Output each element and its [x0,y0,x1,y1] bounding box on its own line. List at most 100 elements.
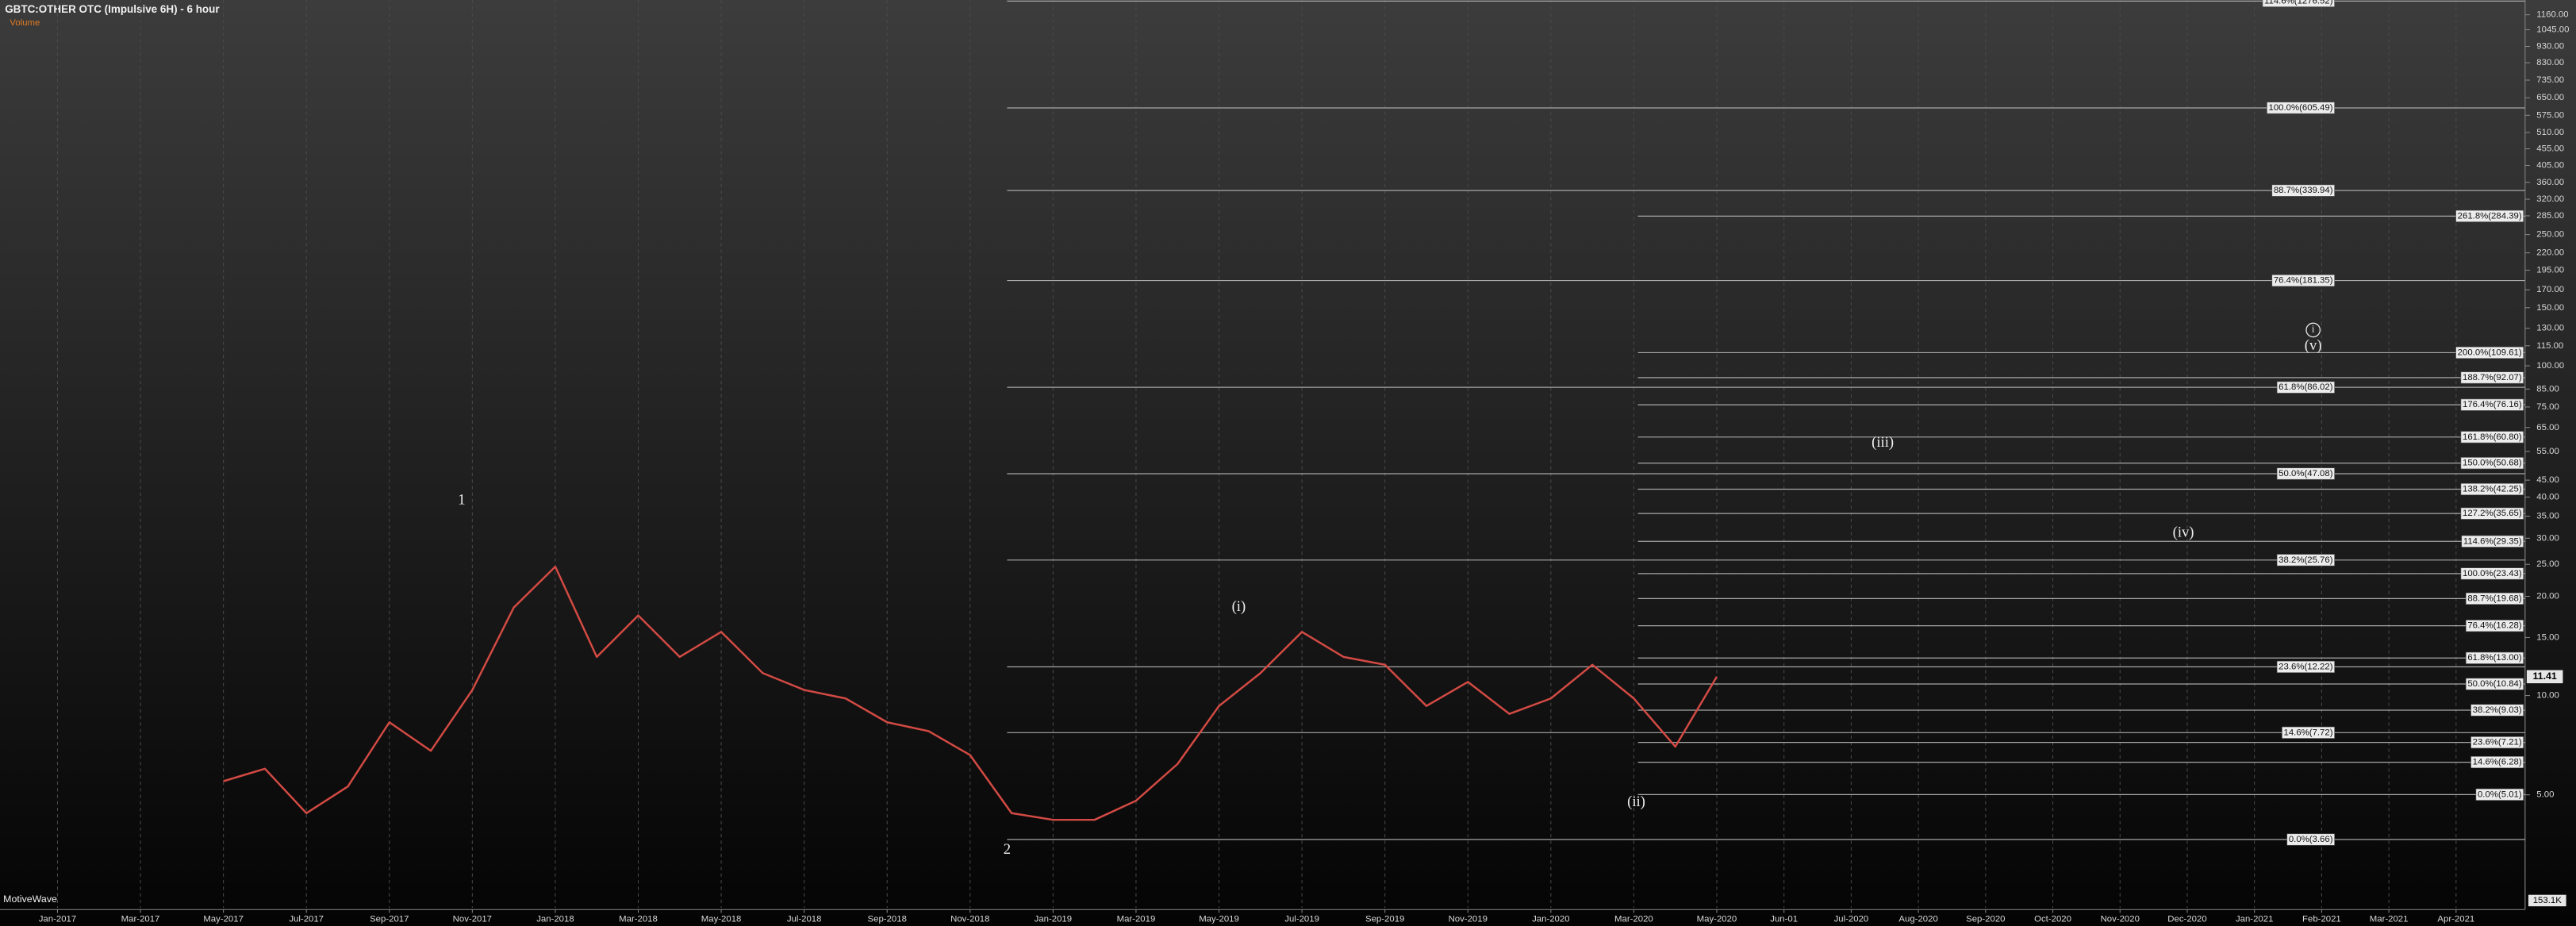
y-tick-label: 510.00 [2536,128,2564,137]
y-tick-label: 285.00 [2536,211,2564,221]
fib-label-box [2271,275,2335,287]
fib-level-label: 14.6%(6.28) [2473,758,2522,767]
fib-level-label: 161.8%(60.80) [2463,432,2522,442]
wave-label: (ii) [1627,793,1645,810]
wave-label: 1 [458,491,465,508]
y-tick-label: 930.00 [2536,42,2564,52]
fib-label-box [2460,482,2524,496]
y-tick-label: 320.00 [2536,194,2564,204]
fib-level-label: 23.6%(7.21) [2473,738,2522,747]
x-tick-label: Nov-2018 [950,915,989,924]
fib-label-box [2475,788,2524,801]
y-tick-label: 170.00 [2536,285,2564,294]
fib-label-box [2276,467,2335,480]
x-tick-label: Jan-2021 [2236,915,2273,924]
y-tick-label: 575.00 [2536,110,2564,120]
x-tick-label: Mar-2017 [121,915,160,924]
y-tick-label: 10.00 [2536,691,2559,701]
fib-level-label: 38.2%(9.03) [2473,705,2522,715]
fib-level-label: 114.6%(1276.52) [2264,0,2333,6]
fib-label-box [2465,620,2524,632]
fib-label-box [2460,398,2524,411]
fib-level-label: 76.4%(181.35) [2274,276,2333,286]
y-tick-label: 55.00 [2536,447,2559,456]
fib-level-label: 100.0%(23.43) [2463,569,2522,578]
y-tick-label: 65.00 [2536,423,2559,432]
last-price-label: 11.41 [2532,670,2556,682]
watermark: MotiveWave [3,893,57,905]
x-tick-label: Aug-2020 [1898,915,1937,924]
fib-level-label: 0.0%(3.66) [2289,835,2333,844]
y-tick-label: 735.00 [2536,75,2564,85]
y-tick-label: 195.00 [2536,265,2564,275]
y-tick-label: 130.00 [2536,324,2564,333]
fib-level-label: 61.8%(13.00) [2467,653,2522,663]
fib-level-label: 127.2%(35.65) [2463,509,2522,518]
fib-label-box [2470,756,2524,769]
fib-label-box [2461,535,2524,548]
fib-label-box [2460,371,2524,384]
fib-level-label: 61.8%(86.02) [2278,382,2333,392]
x-tick-label: May-2017 [203,915,244,924]
fib-level-label: 188.7%(92.07) [2463,373,2522,382]
y-tick-label: 85.00 [2536,384,2559,394]
wave-label: (iv) [2173,524,2194,541]
x-tick-label: Apr-2021 [2437,915,2474,924]
x-tick-label: Nov-2019 [1449,915,1488,924]
wave-label: 2 [1004,841,1011,858]
x-tick-label: Jul-2017 [289,915,324,924]
y-tick-label: 30.00 [2536,533,2559,543]
fib-level-label: 176.4%(76.16) [2463,400,2522,409]
x-tick-label: May-2018 [701,915,742,924]
fib-level-label: 88.7%(19.68) [2467,594,2522,603]
fib-label-box [2455,346,2524,359]
fib-level-label: 114.6%(29.35) [2463,536,2522,546]
y-tick-label: 75.00 [2536,402,2559,412]
price-line [223,565,1718,821]
y-tick-label: 455.00 [2536,144,2564,154]
y-tick-label: 20.00 [2536,591,2559,601]
fib-label-box [2286,833,2335,846]
x-tick-label: Jul-2020 [1834,915,1869,924]
fib-label-box [2465,678,2524,690]
x-tick-label: Sep-2019 [1365,915,1404,924]
y-tick-label: 1045.00 [2536,25,2569,34]
fib-level-label: 100.0%(605.49) [2269,103,2333,113]
x-tick-label: Oct-2020 [2034,915,2071,924]
x-tick-label: Sep-2017 [370,915,409,924]
y-tick-label: 650.00 [2536,93,2564,102]
fib-label-box [2271,184,2335,197]
chart-title: GBTC:OTHER OTC (Impulsive 6H) - 6 hour [5,3,220,15]
fib-label-box [2460,457,2524,470]
x-tick-label: Mar-2019 [1117,915,1156,924]
fib-label-box [2267,102,2335,114]
wave-label: (i) [1232,598,1246,615]
x-tick-label: Nov-2017 [453,915,492,924]
y-tick-label: 250.00 [2536,230,2564,240]
fib-label-box [2276,554,2335,567]
fib-level-label: 138.2%(42.25) [2463,485,2522,494]
volume-value-box [2528,894,2566,907]
x-tick-label: May-2020 [1697,915,1737,924]
y-tick-label: 405.00 [2536,161,2564,171]
fib-level-label: 0.0%(5.01) [2478,790,2522,799]
wave-circle [2305,322,2321,338]
fib-level-label: 200.0%(109.61) [2458,348,2522,357]
y-tick-label: 1160.00 [2536,10,2568,20]
fib-label-box [2465,592,2524,605]
x-tick-label: Jan-2017 [39,915,76,924]
y-tick-label: 830.00 [2536,58,2564,67]
x-tick-label: Jan-2020 [1532,915,1569,924]
y-tick-label: 100.00 [2536,361,2564,371]
x-tick-label: Jul-2019 [1284,915,1319,924]
wave-label: i [2312,324,2315,335]
x-tick-label: Sep-2020 [1966,915,2005,924]
fib-level-label: 76.4%(16.28) [2467,621,2522,631]
fib-level-label: 150.0%(50.68) [2463,459,2522,468]
x-tick-label: Jul-2018 [787,915,822,924]
x-tick-label: Feb-2021 [2302,915,2341,924]
y-tick-label: 45.00 [2536,475,2559,485]
y-tick-label: 5.00 [2536,790,2554,800]
y-tick-label: 150.00 [2536,303,2564,313]
